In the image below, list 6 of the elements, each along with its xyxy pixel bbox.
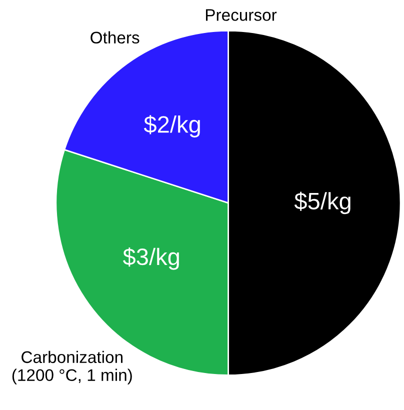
slice-label: Others xyxy=(90,31,140,44)
slice-label: Carbonization (1200 °C, 1 min) xyxy=(12,350,132,384)
data-label: $2/kg xyxy=(144,115,200,138)
data-label: $5/kg xyxy=(294,192,350,214)
data-label: $3/kg xyxy=(122,247,179,270)
slice-label: Precursor xyxy=(206,9,277,21)
